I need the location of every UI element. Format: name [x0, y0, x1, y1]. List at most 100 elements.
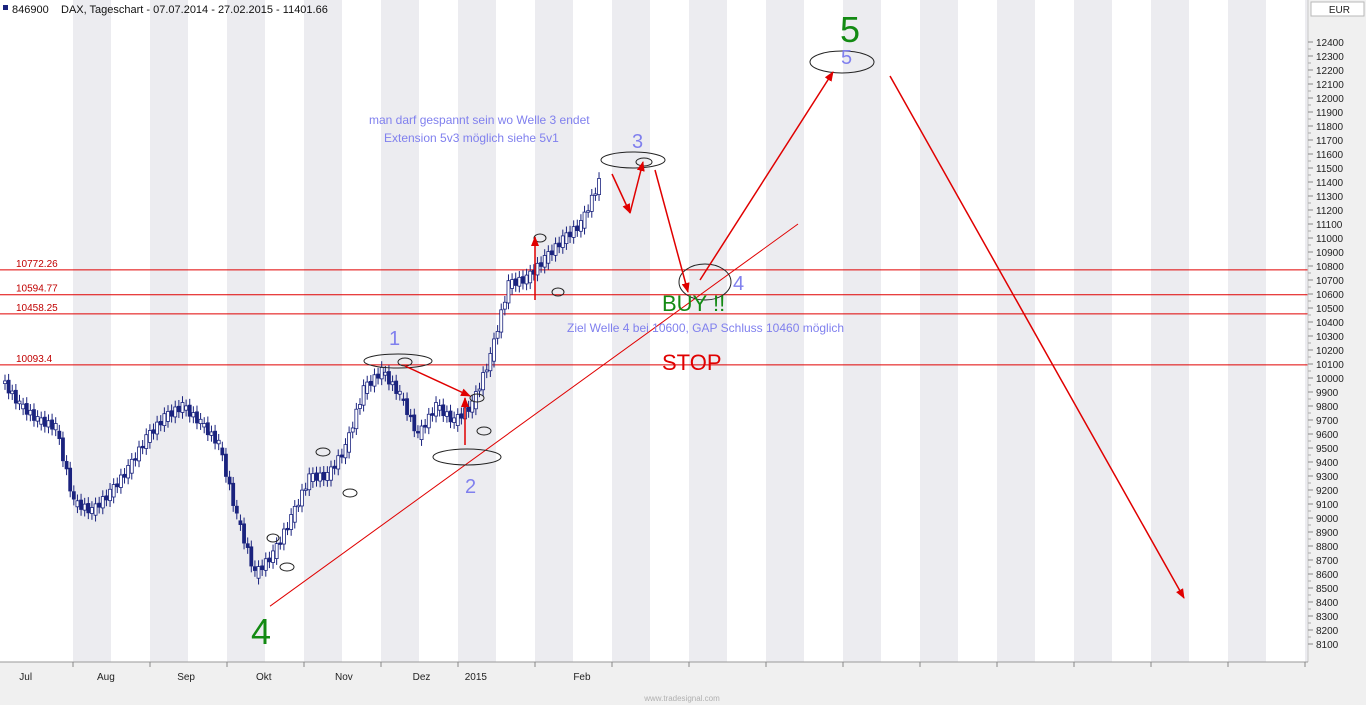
- annotation-arrow: [611, 173, 631, 214]
- price-tick-label: 10800: [1316, 262, 1344, 273]
- candle-body: [50, 419, 54, 430]
- candle-body: [495, 330, 500, 339]
- price-tick-label: 10600: [1316, 290, 1344, 301]
- watermark: www.tradesignal.com: [643, 694, 720, 703]
- annotation-ellipse: [600, 151, 666, 169]
- candle-body: [499, 309, 504, 333]
- price-tick-label: 8300: [1316, 612, 1339, 623]
- candle-body: [521, 276, 525, 284]
- candle-body: [32, 409, 36, 421]
- candle-body: [13, 389, 18, 404]
- annotation-ellipse: [363, 353, 433, 369]
- wave-4-green-label: 4: [251, 611, 271, 652]
- time-tick-label: Okt: [256, 672, 272, 683]
- candle-body: [321, 471, 326, 481]
- candle-body: [350, 427, 355, 433]
- price-tick-label: 9200: [1316, 486, 1339, 497]
- price-tick-label: 11300: [1316, 192, 1344, 203]
- stripe: [304, 0, 342, 662]
- candle-body: [86, 503, 91, 514]
- candle-body: [122, 473, 127, 478]
- candle-body: [39, 417, 44, 425]
- stripe: [535, 0, 573, 662]
- candle-body: [383, 371, 388, 376]
- candle-body: [517, 276, 522, 287]
- time-axis-panel: [0, 662, 1308, 705]
- price-tick-label: 8600: [1316, 570, 1339, 581]
- candle-body: [473, 391, 478, 410]
- price-tick-label: 11400: [1316, 178, 1344, 189]
- candle-body: [437, 405, 442, 411]
- candle-body: [180, 402, 185, 413]
- candle-body: [21, 403, 26, 410]
- candle-body: [354, 408, 359, 430]
- time-tick-label: Jul: [19, 672, 32, 683]
- candle-body: [296, 504, 301, 508]
- candle-body: [502, 301, 507, 310]
- candle-body: [242, 523, 246, 544]
- candle-body: [292, 505, 297, 523]
- candle-body: [187, 404, 192, 417]
- price-tick-label: 9500: [1316, 444, 1339, 455]
- stripe: [1228, 0, 1266, 662]
- wave-4-blue-label: 4: [733, 273, 744, 295]
- time-tick-label: Aug: [97, 672, 115, 683]
- candle-body: [57, 430, 62, 440]
- candle-body: [155, 421, 160, 435]
- price-tick-label: 10300: [1316, 332, 1344, 343]
- annotation-ellipse: [476, 426, 492, 436]
- candle-body: [307, 473, 312, 491]
- candle-body: [169, 410, 174, 417]
- candle-body: [151, 429, 156, 434]
- candle-body: [53, 423, 58, 431]
- candle-body: [10, 390, 15, 395]
- candle-body: [260, 565, 265, 571]
- candle-body: [195, 411, 199, 424]
- candle-body: [419, 425, 424, 440]
- candle-body: [42, 416, 47, 427]
- price-tick-label: 11500: [1316, 164, 1344, 175]
- candle-body: [61, 437, 65, 462]
- candle-body: [553, 243, 558, 256]
- annotation-arrow: [629, 161, 645, 214]
- candle-body: [314, 472, 319, 481]
- annotation-ellipse: [266, 533, 280, 543]
- price-tick-label: 12400: [1316, 38, 1344, 49]
- candle-body: [213, 430, 217, 444]
- price-tick-label: 8400: [1316, 598, 1339, 609]
- candle-body: [303, 488, 308, 491]
- stripe: [1151, 0, 1189, 662]
- candle-body: [416, 431, 420, 434]
- candle-body: [376, 373, 380, 379]
- stripe: [458, 0, 496, 662]
- price-tick-label: 8500: [1316, 584, 1339, 595]
- annotation-ellipse: [469, 393, 485, 403]
- candle-body: [401, 398, 406, 401]
- candle-body: [506, 280, 511, 304]
- candle-body: [173, 406, 178, 418]
- trendline: [269, 223, 799, 607]
- candle-body: [466, 406, 471, 412]
- candle-body: [542, 255, 547, 268]
- candle-body: [24, 403, 29, 415]
- candle-body: [434, 402, 438, 417]
- stripe: [766, 0, 804, 662]
- symbol-marker: [3, 5, 8, 10]
- candle-body: [336, 455, 341, 470]
- note-line-1: man darf gespannt sein wo Welle 3 endet: [369, 113, 590, 127]
- annotation-arrow: [889, 75, 1185, 599]
- candle-body: [571, 226, 576, 238]
- candle-body: [347, 432, 352, 453]
- candle-body: [387, 371, 391, 385]
- candle-body: [126, 465, 131, 479]
- candle-body: [119, 474, 123, 488]
- candle-body: [267, 557, 272, 563]
- stripe: [73, 0, 111, 662]
- time-tick-label: 2015: [465, 672, 488, 683]
- price-axis-panel: [1308, 0, 1366, 705]
- candle-body: [524, 274, 529, 285]
- candle-body: [368, 380, 373, 386]
- candle-body: [510, 279, 514, 289]
- currency-label: EUR: [1329, 5, 1350, 16]
